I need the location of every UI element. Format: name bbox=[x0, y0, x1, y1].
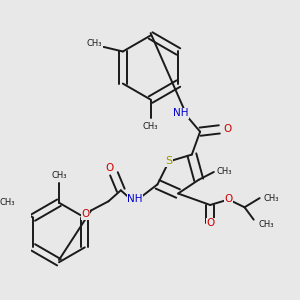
Text: CH₃: CH₃ bbox=[143, 122, 158, 131]
Text: S: S bbox=[165, 157, 172, 166]
Text: CH₃: CH₃ bbox=[0, 197, 15, 206]
Text: O: O bbox=[81, 209, 90, 219]
Text: CH₃: CH₃ bbox=[216, 167, 232, 176]
Text: O: O bbox=[105, 163, 113, 173]
Text: O: O bbox=[223, 124, 231, 134]
Text: CH₃: CH₃ bbox=[258, 220, 274, 229]
Text: O: O bbox=[206, 218, 214, 228]
Text: CH₃: CH₃ bbox=[263, 194, 279, 202]
Text: O: O bbox=[224, 194, 232, 205]
Text: CH₃: CH₃ bbox=[51, 171, 67, 180]
Text: NH: NH bbox=[127, 194, 143, 205]
Text: NH: NH bbox=[173, 108, 189, 118]
Text: CH₃: CH₃ bbox=[87, 39, 102, 48]
